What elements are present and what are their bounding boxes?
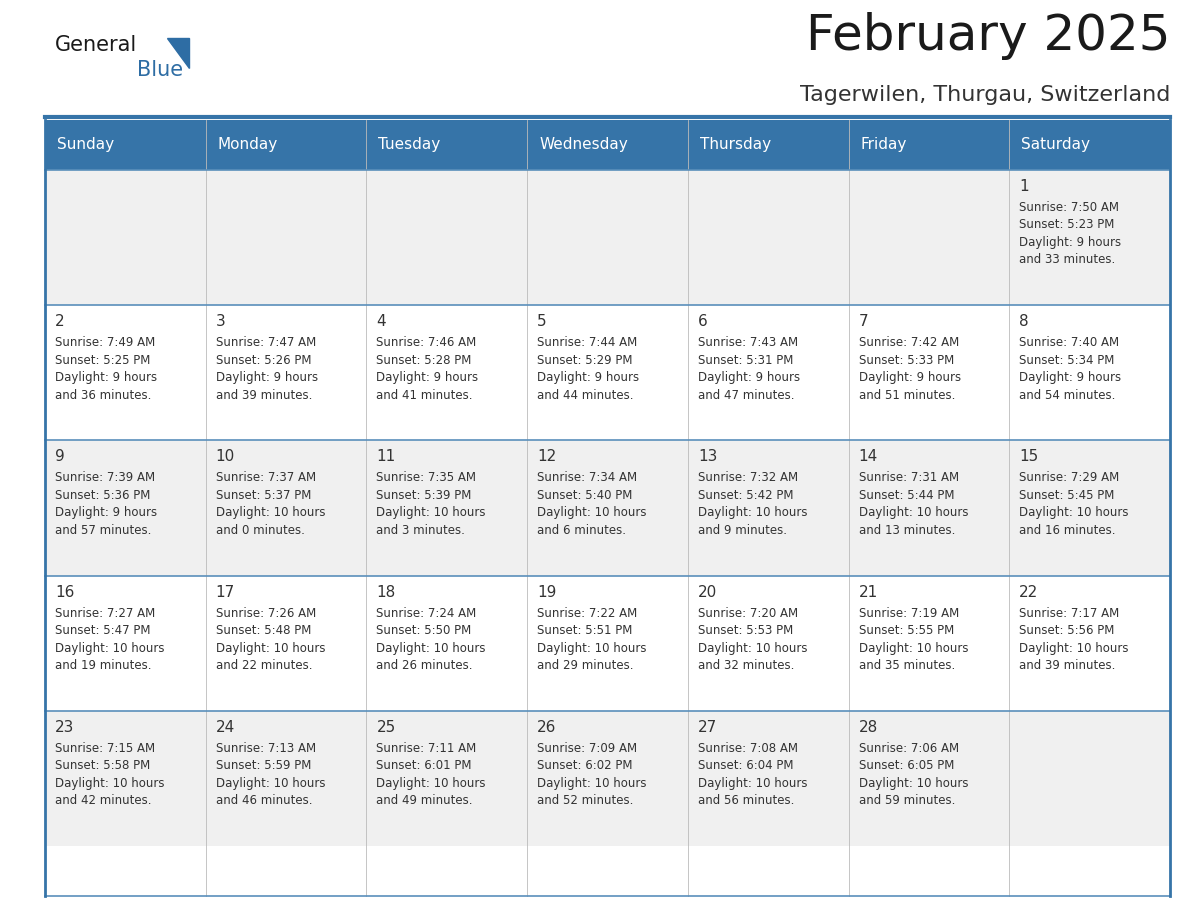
Text: 3: 3 — [216, 314, 226, 330]
Text: Sunrise: 7:39 AM
Sunset: 5:36 PM
Daylight: 9 hours
and 57 minutes.: Sunrise: 7:39 AM Sunset: 5:36 PM Dayligh… — [55, 472, 157, 537]
Text: 7: 7 — [859, 314, 868, 330]
Text: Sunrise: 7:44 AM
Sunset: 5:29 PM
Daylight: 9 hours
and 44 minutes.: Sunrise: 7:44 AM Sunset: 5:29 PM Dayligh… — [537, 336, 639, 402]
Text: 23: 23 — [55, 720, 75, 734]
Text: 20: 20 — [697, 585, 718, 599]
Text: 1: 1 — [1019, 179, 1029, 194]
Bar — [206, 120, 366, 170]
Text: 24: 24 — [216, 720, 235, 734]
Text: 18: 18 — [377, 585, 396, 599]
Bar — [1010, 120, 1170, 170]
Text: 15: 15 — [1019, 450, 1038, 465]
Text: Wednesday: Wednesday — [539, 138, 628, 152]
Text: 4: 4 — [377, 314, 386, 330]
Text: 21: 21 — [859, 585, 878, 599]
Text: Blue: Blue — [137, 60, 183, 80]
Text: Tuesday: Tuesday — [379, 138, 441, 152]
Text: Sunrise: 7:24 AM
Sunset: 5:50 PM
Daylight: 10 hours
and 26 minutes.: Sunrise: 7:24 AM Sunset: 5:50 PM Dayligh… — [377, 607, 486, 672]
Text: Sunrise: 7:09 AM
Sunset: 6:02 PM
Daylight: 10 hours
and 52 minutes.: Sunrise: 7:09 AM Sunset: 6:02 PM Dayligh… — [537, 742, 646, 807]
Text: Sunrise: 7:13 AM
Sunset: 5:59 PM
Daylight: 10 hours
and 46 minutes.: Sunrise: 7:13 AM Sunset: 5:59 PM Dayligh… — [216, 742, 326, 807]
Text: Sunrise: 7:27 AM
Sunset: 5:47 PM
Daylight: 10 hours
and 19 minutes.: Sunrise: 7:27 AM Sunset: 5:47 PM Dayligh… — [55, 607, 164, 672]
Text: 9: 9 — [55, 450, 65, 465]
Text: Sunrise: 7:47 AM
Sunset: 5:26 PM
Daylight: 9 hours
and 39 minutes.: Sunrise: 7:47 AM Sunset: 5:26 PM Dayligh… — [216, 336, 318, 402]
Text: 25: 25 — [377, 720, 396, 734]
Text: Sunrise: 7:43 AM
Sunset: 5:31 PM
Daylight: 9 hours
and 47 minutes.: Sunrise: 7:43 AM Sunset: 5:31 PM Dayligh… — [697, 336, 800, 402]
Text: Sunrise: 7:15 AM
Sunset: 5:58 PM
Daylight: 10 hours
and 42 minutes.: Sunrise: 7:15 AM Sunset: 5:58 PM Dayligh… — [55, 742, 164, 807]
Text: Sunrise: 7:08 AM
Sunset: 6:04 PM
Daylight: 10 hours
and 56 minutes.: Sunrise: 7:08 AM Sunset: 6:04 PM Dayligh… — [697, 742, 808, 807]
Text: Tagerwilen, Thurgau, Switzerland: Tagerwilen, Thurgau, Switzerland — [800, 85, 1170, 105]
Text: 12: 12 — [537, 450, 556, 465]
Text: Sunrise: 7:29 AM
Sunset: 5:45 PM
Daylight: 10 hours
and 16 minutes.: Sunrise: 7:29 AM Sunset: 5:45 PM Dayligh… — [1019, 472, 1129, 537]
Bar — [45, 170, 1170, 305]
Text: General: General — [55, 35, 138, 55]
Text: 26: 26 — [537, 720, 556, 734]
Text: 16: 16 — [55, 585, 75, 599]
Text: 8: 8 — [1019, 314, 1029, 330]
Text: 6: 6 — [697, 314, 708, 330]
Text: Sunday: Sunday — [57, 138, 114, 152]
Text: Saturday: Saturday — [1022, 138, 1091, 152]
Text: Sunrise: 7:37 AM
Sunset: 5:37 PM
Daylight: 10 hours
and 0 minutes.: Sunrise: 7:37 AM Sunset: 5:37 PM Dayligh… — [216, 472, 326, 537]
Text: 19: 19 — [537, 585, 556, 599]
Bar — [848, 120, 1010, 170]
Text: Sunrise: 7:34 AM
Sunset: 5:40 PM
Daylight: 10 hours
and 6 minutes.: Sunrise: 7:34 AM Sunset: 5:40 PM Dayligh… — [537, 472, 646, 537]
Text: 14: 14 — [859, 450, 878, 465]
Text: 11: 11 — [377, 450, 396, 465]
Text: Sunrise: 7:06 AM
Sunset: 6:05 PM
Daylight: 10 hours
and 59 minutes.: Sunrise: 7:06 AM Sunset: 6:05 PM Dayligh… — [859, 742, 968, 807]
Text: Sunrise: 7:31 AM
Sunset: 5:44 PM
Daylight: 10 hours
and 13 minutes.: Sunrise: 7:31 AM Sunset: 5:44 PM Dayligh… — [859, 472, 968, 537]
Bar — [45, 711, 1170, 846]
Text: 10: 10 — [216, 450, 235, 465]
Polygon shape — [168, 38, 189, 68]
Bar — [688, 120, 848, 170]
Bar — [45, 576, 1170, 711]
Text: Sunrise: 7:17 AM
Sunset: 5:56 PM
Daylight: 10 hours
and 39 minutes.: Sunrise: 7:17 AM Sunset: 5:56 PM Dayligh… — [1019, 607, 1129, 672]
Text: 17: 17 — [216, 585, 235, 599]
Text: Sunrise: 7:42 AM
Sunset: 5:33 PM
Daylight: 9 hours
and 51 minutes.: Sunrise: 7:42 AM Sunset: 5:33 PM Dayligh… — [859, 336, 961, 402]
Text: 2: 2 — [55, 314, 64, 330]
Bar — [527, 120, 688, 170]
Text: Thursday: Thursday — [700, 138, 771, 152]
Text: February 2025: February 2025 — [805, 12, 1170, 60]
Text: Sunrise: 7:50 AM
Sunset: 5:23 PM
Daylight: 9 hours
and 33 minutes.: Sunrise: 7:50 AM Sunset: 5:23 PM Dayligh… — [1019, 201, 1121, 266]
Text: 5: 5 — [537, 314, 546, 330]
Bar — [45, 120, 206, 170]
Text: Sunrise: 7:35 AM
Sunset: 5:39 PM
Daylight: 10 hours
and 3 minutes.: Sunrise: 7:35 AM Sunset: 5:39 PM Dayligh… — [377, 472, 486, 537]
Bar — [45, 441, 1170, 576]
Text: Sunrise: 7:26 AM
Sunset: 5:48 PM
Daylight: 10 hours
and 22 minutes.: Sunrise: 7:26 AM Sunset: 5:48 PM Dayligh… — [216, 607, 326, 672]
Text: 28: 28 — [859, 720, 878, 734]
Bar — [45, 305, 1170, 441]
Text: Sunrise: 7:22 AM
Sunset: 5:51 PM
Daylight: 10 hours
and 29 minutes.: Sunrise: 7:22 AM Sunset: 5:51 PM Dayligh… — [537, 607, 646, 672]
Text: Sunrise: 7:40 AM
Sunset: 5:34 PM
Daylight: 9 hours
and 54 minutes.: Sunrise: 7:40 AM Sunset: 5:34 PM Dayligh… — [1019, 336, 1121, 402]
Text: Monday: Monday — [217, 138, 278, 152]
Text: 13: 13 — [697, 450, 718, 465]
Text: Sunrise: 7:32 AM
Sunset: 5:42 PM
Daylight: 10 hours
and 9 minutes.: Sunrise: 7:32 AM Sunset: 5:42 PM Dayligh… — [697, 472, 808, 537]
Bar — [366, 120, 527, 170]
Text: Sunrise: 7:49 AM
Sunset: 5:25 PM
Daylight: 9 hours
and 36 minutes.: Sunrise: 7:49 AM Sunset: 5:25 PM Dayligh… — [55, 336, 157, 402]
Text: Friday: Friday — [860, 138, 906, 152]
Text: Sunrise: 7:11 AM
Sunset: 6:01 PM
Daylight: 10 hours
and 49 minutes.: Sunrise: 7:11 AM Sunset: 6:01 PM Dayligh… — [377, 742, 486, 807]
Text: Sunrise: 7:20 AM
Sunset: 5:53 PM
Daylight: 10 hours
and 32 minutes.: Sunrise: 7:20 AM Sunset: 5:53 PM Dayligh… — [697, 607, 808, 672]
Text: 22: 22 — [1019, 585, 1038, 599]
Text: 27: 27 — [697, 720, 718, 734]
Text: Sunrise: 7:19 AM
Sunset: 5:55 PM
Daylight: 10 hours
and 35 minutes.: Sunrise: 7:19 AM Sunset: 5:55 PM Dayligh… — [859, 607, 968, 672]
Text: Sunrise: 7:46 AM
Sunset: 5:28 PM
Daylight: 9 hours
and 41 minutes.: Sunrise: 7:46 AM Sunset: 5:28 PM Dayligh… — [377, 336, 479, 402]
